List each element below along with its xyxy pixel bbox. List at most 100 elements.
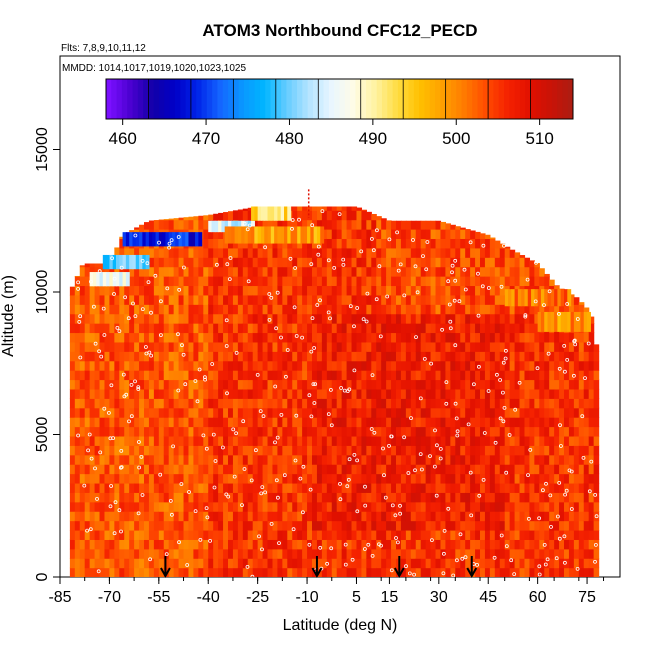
heatmap-cell [144,501,150,512]
heatmap-cell [183,341,190,352]
heatmap-cell [84,263,91,268]
sample-point [146,280,151,285]
y-tick-label: 0 [34,572,51,581]
heatmap-cell [153,407,160,418]
heatmap-cell [178,247,185,258]
heatmap-cell [430,313,437,324]
heatmap-cell [252,341,259,352]
heatmap-cell [455,482,461,493]
heatmap-cell [114,529,120,540]
heatmap-cell [282,445,288,456]
heatmap-cell [445,323,451,334]
heatmap-cell [400,351,407,362]
sample-point [232,474,237,479]
heatmap-cell [292,370,298,381]
heatmap-anomaly-cell [277,206,282,221]
heatmap-cell [321,473,328,484]
heatmap-cell [228,501,234,512]
heatmap-cell [203,379,209,390]
heatmap-cell [381,229,387,240]
sample-point [346,477,351,482]
heatmap-cell [435,417,442,428]
x-tick-label: 75 [578,589,596,606]
heatmap-cell [163,473,170,484]
heatmap-cell [307,379,313,390]
heatmap-cell [361,294,367,305]
colorbar-swatch [541,79,547,119]
heatmap-cell [425,257,432,268]
heatmap-cell [124,529,130,540]
heatmap-cell [316,379,323,390]
sample-point [355,458,360,463]
heatmap-cell [509,257,516,268]
heatmap-cell [252,501,259,512]
heatmap-cell [79,407,86,418]
heatmap-cell [371,294,377,305]
heatmap-cell [287,379,293,390]
heatmap-cell [361,323,367,334]
heatmap-cell [232,492,239,503]
heatmap-cell [504,332,511,343]
heatmap-cell [178,567,185,577]
heatmap-cell [99,417,106,428]
heatmap-cell [514,539,521,550]
heatmap-cell [193,558,199,569]
heatmap-cell [484,520,491,531]
heatmap-cell [405,285,412,296]
heatmap-cell [282,219,288,230]
heatmap-cell [262,266,269,277]
heatmap-cell [203,266,209,277]
heatmap-cell [559,417,565,428]
heatmap-cell [386,388,392,399]
heatmap-cell [415,304,422,315]
heatmap-cell [489,379,496,390]
heatmap-cell [208,379,214,390]
heatmap-cell [415,266,422,277]
heatmap-cell [79,473,86,484]
sample-point [440,327,445,332]
heatmap-cell [104,492,111,503]
heatmap-cell [583,511,590,522]
heatmap-cell [109,370,115,381]
heatmap-cell [568,426,575,437]
heatmap-cell [228,567,234,577]
heatmap-cell [282,539,288,550]
heatmap-cell [460,323,466,334]
heatmap-cell [218,285,224,296]
heatmap-cell [499,482,506,493]
colorbar-swatch [334,79,340,119]
colorbar-swatch [456,79,463,119]
heatmap-cell [163,341,170,352]
heatmap-cell [242,464,249,475]
heatmap-cell [292,360,298,371]
heatmap-cell [297,539,303,550]
heatmap-cell [198,285,204,296]
heatmap-cell [74,426,81,437]
heatmap-cell [277,219,283,230]
heatmap-cell [425,464,432,475]
heatmap-cell [499,539,506,550]
heatmap-cell [188,276,195,287]
heatmap-cell [376,492,382,503]
heatmap-cell [124,341,130,352]
heatmap-cell [430,360,437,371]
heatmap-cell [144,266,150,277]
sample-point [387,237,392,242]
heatmap-cell [588,445,595,456]
heatmap-cell [460,454,466,465]
heatmap-cell [435,266,442,277]
heatmap-cell [470,398,476,409]
heatmap-cell [316,247,323,258]
heatmap-cell [242,208,249,211]
heatmap-cell [465,454,471,465]
heatmap-cell [356,435,363,446]
heatmap-cell [203,473,209,484]
heatmap-cell [158,285,165,296]
heatmap-cell [425,548,432,559]
heatmap-cell [405,445,412,456]
heatmap-cell [316,482,323,493]
heatmap-anomaly-cell [320,226,325,244]
heatmap-cell [168,473,175,484]
heatmap-cell [89,445,96,456]
heatmap-cell [232,398,239,409]
